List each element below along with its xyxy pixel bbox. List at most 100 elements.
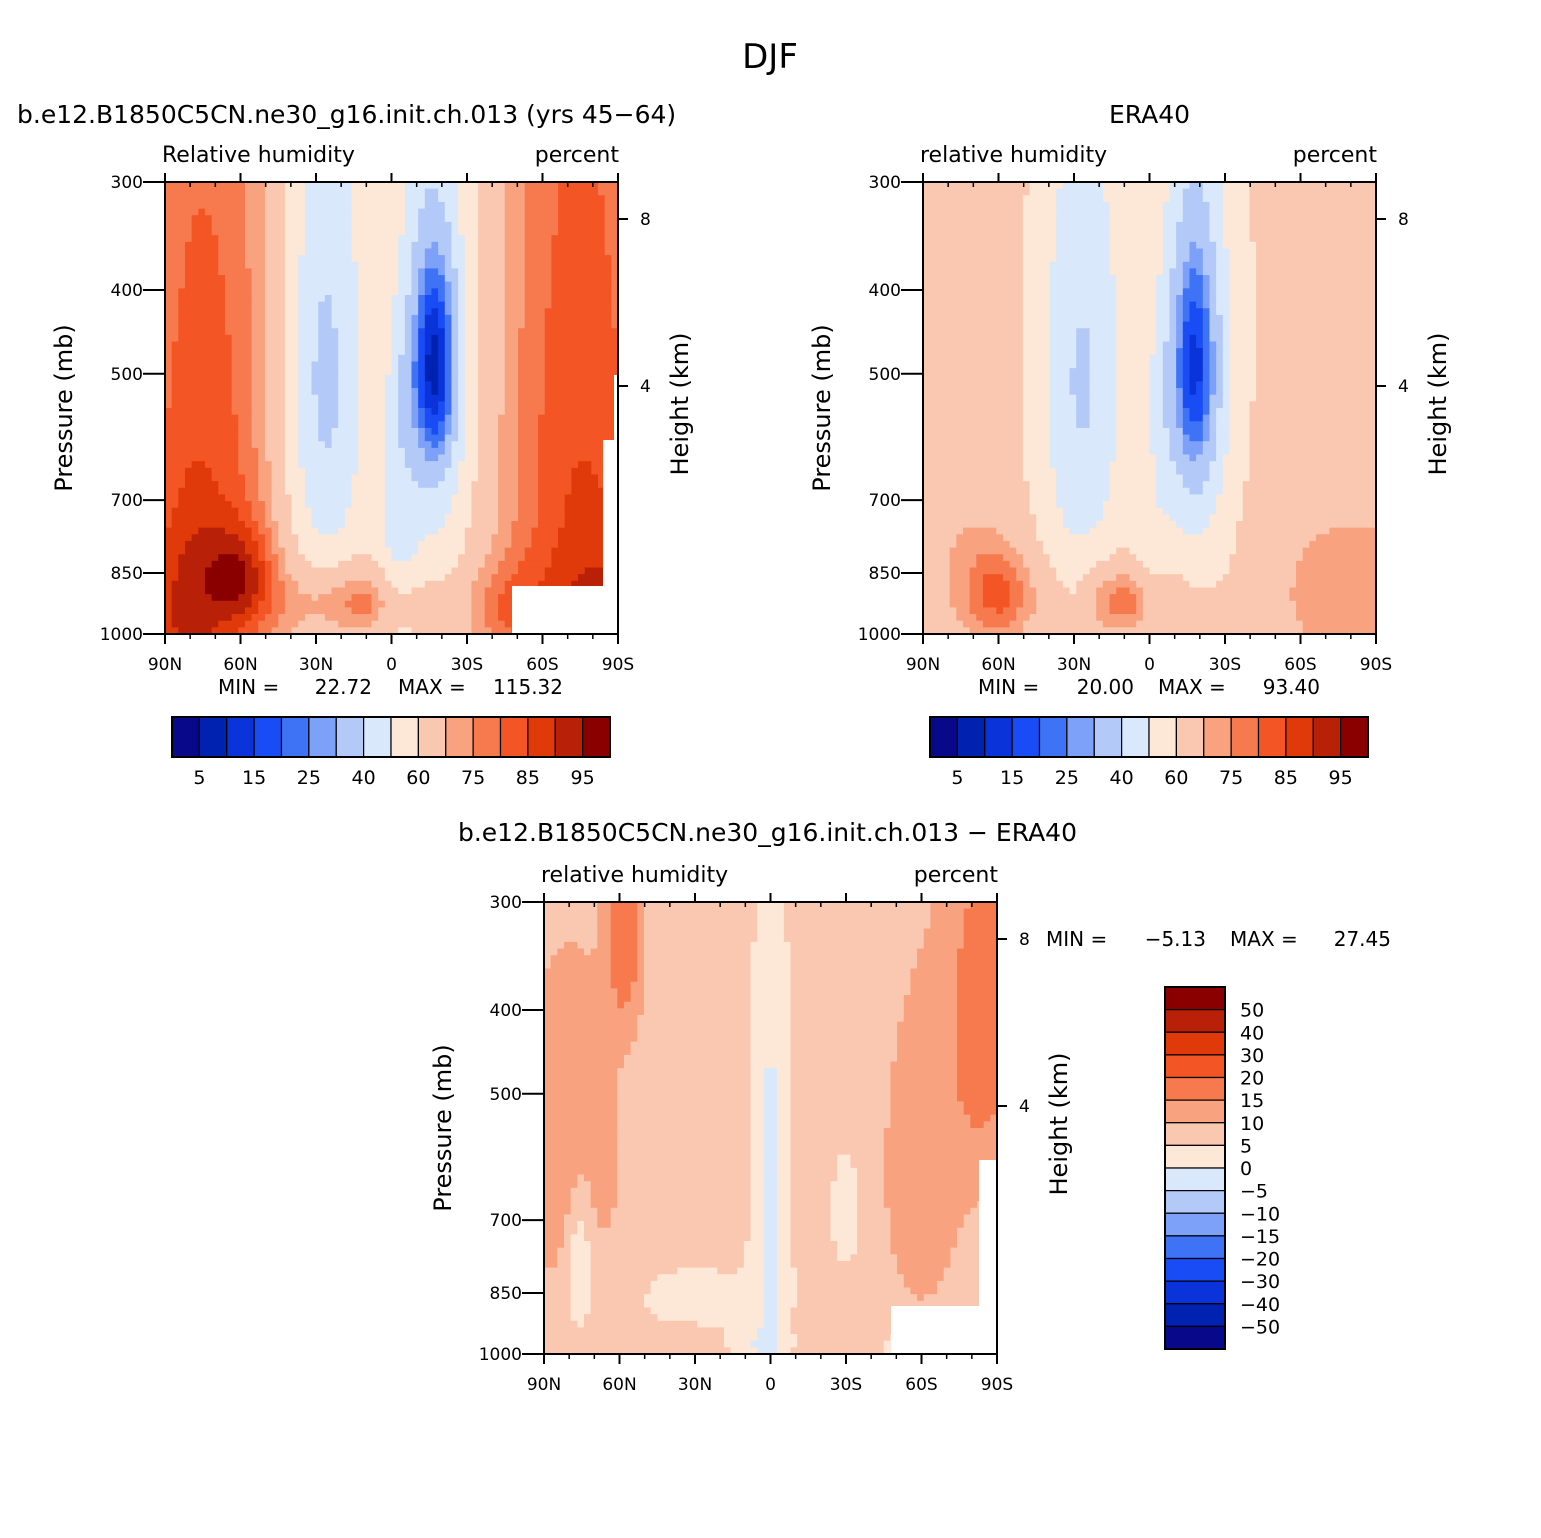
heatmap-cell [264, 348, 286, 356]
heatmap-cell [1029, 580, 1064, 589]
heatmap-cell [570, 1300, 592, 1309]
heatmap-cell [1222, 208, 1251, 216]
heatmap-cell [351, 554, 373, 562]
heatmap-cell [637, 915, 645, 923]
heatmap-cell [251, 554, 259, 562]
heatmap-cell [464, 401, 479, 409]
heatmap-cell [797, 1340, 885, 1348]
heatmap-cell [1182, 321, 1204, 329]
heatmap-cell [464, 348, 479, 356]
heatmap-cell [544, 328, 618, 336]
heatmap-cell [783, 902, 931, 910]
heatmap-cell [1116, 354, 1151, 363]
heatmap-cell [284, 580, 299, 589]
x-tick-label: 90N [527, 1375, 561, 1395]
heatmap-cell [444, 421, 453, 429]
heatmap-cell [544, 1141, 618, 1149]
heatmap-cell [1109, 487, 1157, 496]
heatmap-cell [557, 1254, 572, 1262]
heatmap-cell [538, 474, 572, 482]
heatmap-cell [264, 368, 286, 376]
heatmap-cell [1216, 255, 1231, 263]
heatmap-cell [1022, 414, 1051, 422]
x-tick-label: 60S [526, 655, 558, 675]
heatmap-cell [777, 1307, 792, 1315]
heatmap-cell [551, 255, 612, 263]
heatmap-cell [763, 1128, 778, 1136]
heatmap-cell [1089, 348, 1117, 356]
heatmap-cell [1229, 354, 1257, 363]
heatmap-cell [750, 1167, 765, 1176]
heatmap-cell [1256, 361, 1376, 369]
colorbar-box [527, 716, 556, 758]
heatmap-cell [358, 441, 386, 449]
y-tick-label: 500 [490, 1085, 522, 1105]
heatmap-cell [224, 328, 253, 336]
heatmap-cell [464, 334, 479, 343]
heatmap-cell [1096, 560, 1144, 569]
heatmap-cell [165, 361, 173, 369]
heatmap-cell [1109, 208, 1164, 216]
heatmap-cell [1189, 454, 1197, 462]
heatmap-cell [551, 560, 618, 569]
heatmap-cell [391, 334, 406, 343]
heatmap-cell [444, 394, 453, 402]
heatmap-cell [518, 341, 546, 349]
heatmap-cell [890, 1088, 958, 1096]
heatmap-cell [251, 434, 266, 442]
heatmap-cell [424, 321, 439, 329]
heatmap-cell [518, 354, 546, 363]
heatmap-cell [923, 321, 1024, 329]
heatmap-cell [544, 1015, 638, 1023]
colorbar-box [499, 716, 529, 758]
heatmap-cell [857, 1234, 892, 1242]
heatmap-cell [358, 368, 393, 376]
y-tick-label: 700 [869, 491, 901, 511]
heatmap-cell [544, 1227, 565, 1235]
heatmap-cell [1209, 394, 1224, 402]
heatmap-cell [637, 975, 645, 983]
heatmap-cell [338, 620, 373, 628]
colorbar-label: 85 [516, 767, 540, 789]
heatmap-cell [384, 408, 399, 416]
colorbar-label: 60 [406, 767, 430, 789]
heatmap-cell [777, 1121, 792, 1129]
heatmap-cell [1202, 427, 1211, 436]
heatmap-cell [1169, 441, 1184, 449]
heatmap-cell [478, 427, 499, 436]
heatmap-cell [458, 268, 466, 276]
heatmap-cell [590, 948, 612, 956]
heatmap-cell [478, 354, 506, 363]
heatmap-cell [1182, 328, 1204, 336]
heatmap-cell [304, 241, 353, 250]
heatmap-cell [264, 314, 286, 323]
heatmap-cell [351, 235, 399, 243]
heatmap-cell [1222, 368, 1231, 376]
heatmap-cell [524, 275, 552, 283]
heatmap-cell [1149, 381, 1164, 389]
heatmap-cell [1162, 208, 1184, 216]
heatmap-cell [444, 314, 453, 323]
heatmap-cell [411, 281, 419, 289]
heatmap-cell [324, 614, 379, 622]
colorbar-box [1148, 716, 1177, 758]
heatmap-cell [1189, 414, 1204, 422]
heatmap-cell [923, 594, 951, 602]
heatmap-cell [923, 201, 1024, 210]
heatmap-cell [883, 1141, 997, 1149]
heatmap-cell [610, 915, 638, 923]
heatmap-cell [1202, 195, 1224, 203]
heatmap-cell [923, 314, 1024, 323]
heatmap-cell [830, 1187, 858, 1196]
heatmap-cell [1049, 434, 1117, 442]
heatmap-cell [438, 341, 446, 349]
heatmap-cell [1169, 427, 1184, 436]
heatmap-cell [963, 1108, 997, 1116]
heatmap-cell [1222, 461, 1251, 469]
heatmap-cell [165, 560, 179, 569]
heatmap-cell [178, 295, 226, 303]
heatmap-cell [1229, 248, 1257, 256]
heatmap-cell [1222, 314, 1231, 323]
heatmap-cell [1162, 241, 1177, 250]
